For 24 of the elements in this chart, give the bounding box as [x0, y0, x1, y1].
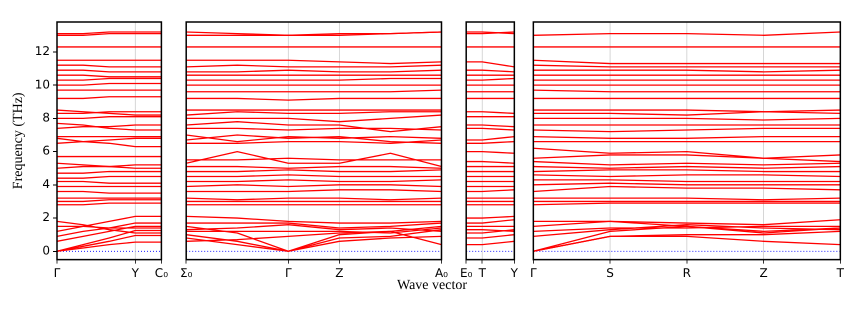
x-tick-label: E₀ [460, 266, 473, 280]
x-axis-title: Wave vector [396, 278, 468, 294]
x-tick-label: Y [510, 266, 519, 280]
x-tick-label: Z [335, 266, 344, 280]
y-tick-label: 12 [34, 44, 50, 58]
y-tick-label: 2 [42, 210, 50, 224]
y-tick-label: 10 [34, 77, 50, 92]
x-tick-label: Γ [54, 266, 61, 280]
x-tick-label: C₀ [154, 266, 168, 280]
y-tick-label: 4 [42, 176, 50, 191]
y-axis-title: Frequency (THz) [11, 92, 26, 190]
x-tick-label: T [836, 266, 845, 280]
y-tick-label: 8 [42, 110, 50, 124]
x-tick-label: Σ₀ [180, 266, 193, 280]
x-tick-label: Y [130, 266, 140, 280]
x-tick-label: Z [759, 266, 768, 280]
y-tick-label: 6 [42, 144, 50, 158]
y-tick-label: 0 [42, 243, 50, 258]
x-tick-label: A₀ [434, 266, 448, 280]
x-tick-label: S [606, 266, 614, 280]
x-tick-label: Γ [284, 266, 292, 280]
x-tick-label: Γ [530, 266, 537, 280]
x-tick-label: R [682, 266, 692, 280]
x-tick-label: T [478, 266, 487, 280]
